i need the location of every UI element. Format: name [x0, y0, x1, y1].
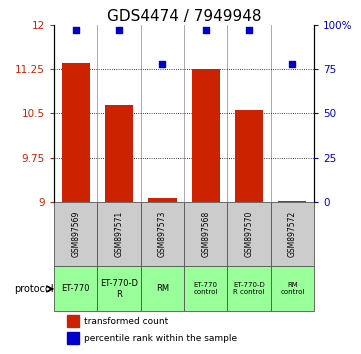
Text: GSM897568: GSM897568	[201, 211, 210, 257]
Text: ET-770-D
R: ET-770-D R	[100, 279, 138, 299]
Text: GSM897572: GSM897572	[288, 211, 297, 257]
Text: RM
control: RM control	[280, 282, 305, 296]
Text: GSM897569: GSM897569	[71, 211, 80, 257]
Point	[246, 27, 252, 33]
Bar	[54, 202, 97, 266]
Text: transformed count: transformed count	[84, 317, 169, 326]
Bar	[271, 266, 314, 312]
Bar	[97, 202, 141, 266]
Bar	[141, 266, 184, 312]
Bar	[97, 266, 141, 312]
Text: ET-770: ET-770	[62, 284, 90, 293]
Text: GSM897570: GSM897570	[245, 211, 253, 257]
Text: protocol: protocol	[14, 284, 53, 294]
Text: ET-770
control: ET-770 control	[193, 282, 218, 296]
Bar	[271, 202, 314, 266]
Bar	[227, 202, 271, 266]
Text: GSM897571: GSM897571	[115, 211, 123, 257]
Point	[203, 27, 209, 33]
Bar	[141, 202, 184, 266]
Bar	[235, 110, 263, 202]
Text: RM: RM	[156, 284, 169, 293]
Point	[290, 61, 295, 67]
Title: GDS4474 / 7949948: GDS4474 / 7949948	[107, 8, 261, 24]
Bar	[184, 202, 227, 266]
Bar	[54, 266, 97, 312]
Bar	[192, 69, 220, 202]
Text: ET-770-D
R control: ET-770-D R control	[233, 282, 265, 296]
Point	[116, 27, 122, 33]
Bar	[184, 266, 227, 312]
Bar	[67, 332, 79, 344]
Point	[160, 61, 165, 67]
Text: GSM897573: GSM897573	[158, 211, 167, 257]
Text: percentile rank within the sample: percentile rank within the sample	[84, 333, 238, 343]
Bar	[227, 266, 271, 312]
Point	[73, 27, 79, 33]
Bar	[62, 63, 90, 202]
Bar	[105, 104, 133, 202]
Bar	[148, 198, 177, 202]
Bar	[67, 315, 79, 327]
Bar	[278, 201, 306, 202]
